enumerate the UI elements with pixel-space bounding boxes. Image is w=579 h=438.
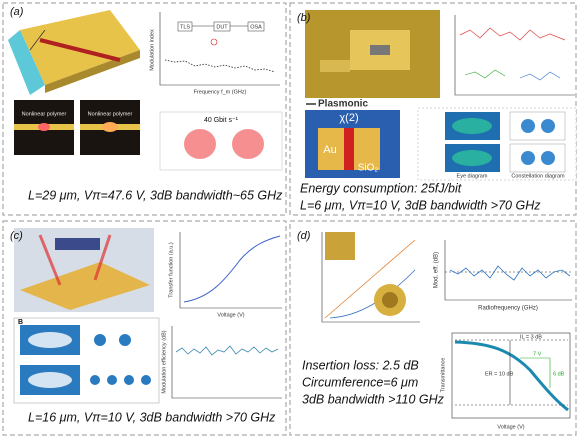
material-label: SiO₂ [358,163,379,174]
x-axis-label: Frequency f_m (GHz) [194,89,247,95]
x-axis-label: Radiofrequency (GHz) [478,306,538,312]
ring-plot [321,232,420,323]
device-illustration [14,228,154,312]
annotation: ER = 10 dB [485,371,514,377]
thermal-images: Nonlinear polymer Nonlinear polymer [14,100,140,155]
eye-diagrams: B [13,317,160,404]
y-axis-label: Transmittance [440,358,446,393]
panel-frame [289,220,577,436]
diagram-label: Constellation diagram [511,173,565,179]
mod-eff-plot: Mod. eff. (dB) Radiofrequency (GHz) [434,240,572,312]
annotation: 7 V [533,351,542,357]
y-axis-label: Mod. eff. (dB) [434,252,440,288]
y-axis-label: Transfer function (a.u.) [168,242,174,298]
caption-line: Energy consumption: 25fJ/bit [300,181,462,195]
inset-label: B [18,319,23,326]
y-axis-label: Modulation index [149,29,155,71]
section-title: Plasmonic [318,99,368,110]
transmittance-plot: IL = 3 dB ER = 10 dB 7 V 6 dB Transmitta… [440,332,571,430]
caption-line: Insertion loss: 2.5 dB [302,358,419,372]
device-photo [305,10,440,98]
device-illustration [8,10,140,95]
caption-line: 3dB bandwidth >110 GHz [302,392,445,406]
modulation-plot: TLS DUT OSA Modulation index Frequency f… [149,12,280,95]
annotation: 6 dB [553,371,565,377]
caption: L=29 μm, Vπ=47.6 V, 3dB bandwidth~65 GHz [28,188,283,202]
response-plot [454,15,575,96]
panel-label: (b) [297,12,311,24]
setup-label: DUT [216,24,228,30]
image-label: Nonlinear polymer [22,111,67,117]
material-label: χ(2) [339,112,358,124]
material-label: Au [323,144,336,156]
scatter-label: 40 Gbit s⁻¹ [204,117,239,124]
caption: L=16 μm, Vπ=10 V, 3dB bandwidth >70 GHz [28,410,276,424]
constellation: 40 Gbit s⁻¹ [159,111,283,171]
transfer-plot: Transfer function (a.u.) Voltage (V) [168,232,282,318]
x-axis-label: Voltage (V) [497,424,524,430]
eye-diagrams: Eye diagram Constellation diagram [417,107,577,181]
setup-label: TLS [180,24,190,30]
cross-section: χ(2) Au SiO₂ [305,110,400,178]
caption-line: L=6 μm, Vπ=10 V, 3dB bandwidth >70 GHz [300,198,541,212]
y-axis-label: Modulation efficiency (dB) [161,330,167,393]
image-label: Nonlinear polymer [88,111,133,117]
setup-label: OSA [250,24,262,30]
caption-line: Circumference=6 μm [302,375,418,389]
annotation: IL = 3 dB [520,334,542,340]
panel-label: (c) [10,230,23,242]
x-axis-label: Voltage (V) [217,312,244,318]
panel-label: (a) [10,6,24,18]
diagram-label: Eye diagram [457,173,488,179]
panel-label: (d) [297,230,311,242]
panel-frame [2,2,287,216]
efficiency-plot: Modulation efficiency (dB) [161,326,282,399]
